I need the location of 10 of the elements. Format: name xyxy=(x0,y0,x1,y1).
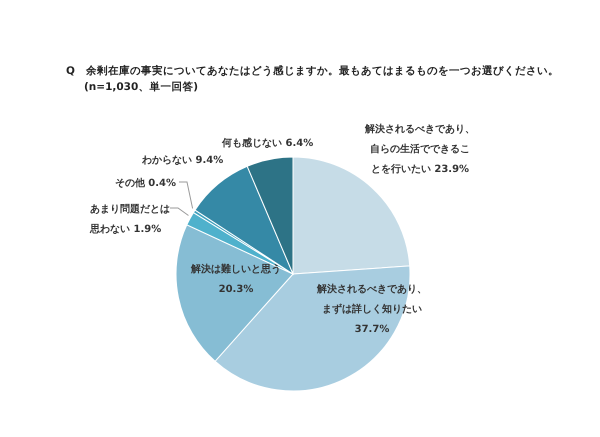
slice-label: 解決されるべきであり、自らの生活でできることを行いたい 23.9% xyxy=(364,123,475,175)
chart-title: Q 余剰在庫の事実についてあなたはどう感じますか。最もあてはまるものを一つお選びください。 xyxy=(66,64,559,78)
slice-label: その他 0.4% xyxy=(114,177,176,189)
data-label: 37.7% xyxy=(354,324,390,335)
slice-label: あまり問題だとは思わない 1.9% xyxy=(89,203,170,235)
data-label: 20.3% xyxy=(218,284,254,295)
slice-label: 何も感じない 6.4% xyxy=(221,137,314,149)
chart-subtitle: (n=1,030、単一回答) xyxy=(84,80,198,94)
slice-label: わからない 9.4% xyxy=(141,155,224,166)
slice-label: 解決されるべきであり、まずは詳しく知りたい xyxy=(316,283,427,315)
